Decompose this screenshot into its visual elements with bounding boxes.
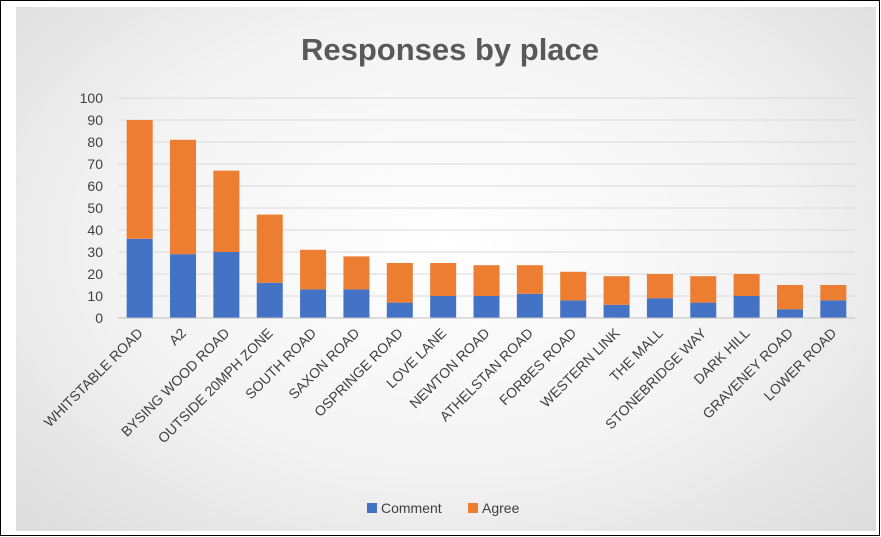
bar-comment bbox=[603, 304, 630, 318]
y-axis-ticks: 0 10 20 30 40 50 60 70 80 90 100 bbox=[80, 90, 104, 326]
y-tick-label: 40 bbox=[87, 222, 103, 238]
bar-comment bbox=[473, 296, 500, 318]
bar-agree bbox=[690, 276, 717, 303]
bar-agree bbox=[430, 263, 457, 296]
x-category-label: FORBES ROAD bbox=[496, 325, 579, 408]
bar-agree bbox=[473, 265, 500, 296]
y-tick-label: 90 bbox=[87, 112, 103, 128]
x-category-label: NEWTON ROAD bbox=[406, 325, 492, 411]
bar-agree bbox=[733, 274, 760, 296]
y-tick-label: 70 bbox=[87, 156, 103, 172]
y-tick-label: 20 bbox=[87, 266, 103, 282]
y-tick-label: 0 bbox=[95, 310, 103, 326]
legend-label-comment: Comment bbox=[381, 500, 442, 516]
bar-agree bbox=[213, 170, 240, 252]
y-tick-label: 100 bbox=[80, 90, 104, 106]
bar-agree bbox=[343, 256, 370, 290]
bars bbox=[126, 120, 847, 318]
bar-comment bbox=[213, 252, 240, 318]
bar-comment bbox=[430, 296, 457, 318]
bar-comment bbox=[170, 254, 197, 318]
bar-agree bbox=[256, 214, 283, 283]
x-category-label: A2 bbox=[166, 325, 190, 349]
bar-agree bbox=[516, 265, 543, 294]
legend-swatch-comment bbox=[367, 503, 377, 513]
bar-agree bbox=[170, 139, 197, 255]
bar-agree bbox=[603, 276, 630, 305]
bar-comment bbox=[776, 309, 803, 318]
bar-agree bbox=[300, 249, 327, 290]
bar-comment bbox=[690, 302, 717, 318]
bar-comment bbox=[560, 300, 587, 318]
legend: Comment Agree bbox=[367, 500, 520, 516]
y-tick-label: 10 bbox=[87, 288, 103, 304]
bar-comment bbox=[516, 293, 543, 318]
y-tick-label: 50 bbox=[87, 200, 103, 216]
x-category-label: WHITSTABLE ROAD bbox=[41, 325, 146, 430]
gridlines bbox=[118, 97, 855, 297]
bar-comment bbox=[256, 282, 283, 318]
bar-comment bbox=[343, 289, 370, 318]
chart-title: Responses by place bbox=[301, 32, 599, 67]
legend-swatch-agree bbox=[468, 503, 478, 513]
bar-agree bbox=[386, 263, 413, 303]
bar-agree bbox=[646, 274, 673, 299]
bar-comment bbox=[733, 296, 760, 318]
bar-agree bbox=[560, 271, 587, 301]
bar-comment bbox=[386, 302, 413, 318]
bar-comment bbox=[646, 298, 673, 318]
y-tick-label: 60 bbox=[87, 178, 103, 194]
legend-label-agree: Agree bbox=[482, 500, 520, 516]
bar-comment bbox=[126, 238, 153, 318]
bar-agree bbox=[820, 285, 847, 301]
bar-comment bbox=[300, 289, 327, 318]
bar-agree bbox=[126, 120, 153, 239]
bar-agree bbox=[776, 285, 803, 310]
y-tick-label: 80 bbox=[87, 134, 103, 150]
y-tick-label: 30 bbox=[87, 244, 103, 260]
bar-comment bbox=[820, 300, 847, 318]
x-category-label: WESTERN LINK bbox=[537, 324, 623, 410]
